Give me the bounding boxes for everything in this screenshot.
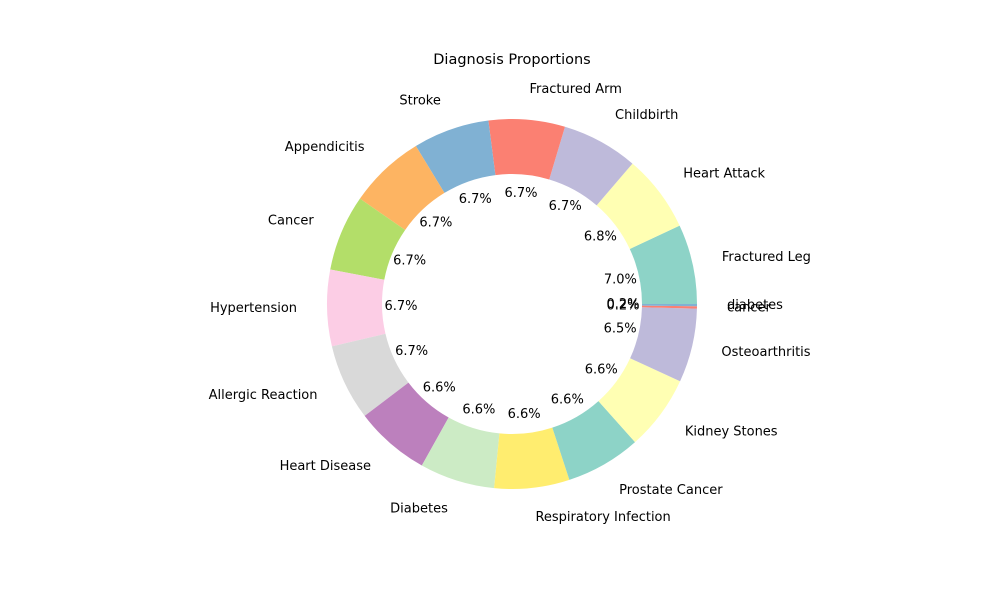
slice-kidney-stones-13 — [598, 358, 681, 443]
pct-label-fractured-arm-3: 6.7% — [504, 186, 537, 201]
slice-label-appendicitis-5: Appendicitis — [285, 140, 365, 155]
slice-label-prostate-cancer-12: Prostate Cancer — [619, 483, 723, 498]
slice-heart-disease-9 — [364, 382, 449, 466]
pct-label-heart-attack-1: 6.8% — [584, 229, 617, 244]
slice-label-kidney-stones-13: Kidney Stones — [685, 424, 778, 439]
chart-title: Diagnosis Proportions — [433, 52, 590, 68]
slice-label-heart-disease-9: Heart Disease — [280, 459, 371, 474]
pct-label-stroke-4: 6.7% — [459, 192, 492, 207]
slice-label-hypertension-7: Hypertension — [210, 301, 297, 316]
slice-allergic-reaction-8 — [331, 333, 409, 416]
pct-label-allergic-reaction-8: 6.7% — [395, 344, 428, 359]
pct-label-cancer-6: 6.7% — [393, 254, 426, 269]
slice-label-diabetes-10: Diabetes — [390, 502, 448, 517]
pct-label-hypertension-7: 6.7% — [385, 299, 418, 314]
slice-prostate-cancer-12 — [552, 401, 636, 480]
percent-labels: 7.0%6.8%6.7%6.7%6.7%6.7%6.7%6.7%6.7%6.6%… — [385, 186, 640, 422]
slice-fractured-leg-0 — [629, 225, 697, 304]
slice-label-respiratory-infection-11: Respiratory Infection — [535, 510, 670, 525]
slice-label-heart-attack-1: Heart Attack — [683, 166, 765, 181]
slice-heart-attack-1 — [596, 163, 680, 249]
slice-label-cancer-6: Cancer — [268, 213, 314, 228]
pct-label-fractured-leg-0: 7.0% — [604, 272, 637, 287]
slice-label-fractured-leg-0: Fractured Leg — [722, 250, 811, 265]
pct-label-cancer-15: 0.2% — [606, 299, 639, 314]
pct-label-diabetes-10: 6.6% — [462, 402, 495, 417]
slice-cancer-15 — [641, 305, 697, 309]
slice-label-allergic-reaction-8: Allergic Reaction — [209, 388, 318, 403]
slice-appendicitis-5 — [359, 145, 445, 230]
slice-stroke-4 — [415, 120, 496, 193]
pct-label-prostate-cancer-12: 6.6% — [551, 393, 584, 408]
pct-label-kidney-stones-13: 6.6% — [585, 363, 618, 378]
pct-label-appendicitis-5: 6.7% — [419, 216, 452, 231]
slice-hypertension-7 — [327, 269, 386, 347]
pct-label-childbirth-2: 6.7% — [549, 199, 582, 214]
pct-label-osteoarthritis-14: 6.5% — [604, 322, 637, 337]
slice-osteoarthritis-14 — [630, 307, 697, 382]
pct-label-respiratory-infection-11: 6.6% — [508, 407, 541, 422]
slice-label-fractured-arm-3: Fractured Arm — [529, 82, 621, 97]
slice-label-osteoarthritis-14: Osteoarthritis — [721, 345, 810, 360]
slice-label-cancer-15: cancer — [727, 301, 771, 316]
slice-label-stroke-4: Stroke — [399, 94, 440, 109]
slice-cancer-6 — [330, 198, 406, 280]
slice-diabetes-10 — [421, 417, 500, 489]
slice-childbirth-2 — [549, 126, 633, 206]
slice-label-childbirth-2: Childbirth — [615, 108, 678, 123]
donut-slices — [327, 119, 697, 489]
slice-diabetes-16 — [641, 304, 697, 307]
slice-fractured-arm-3 — [488, 119, 565, 180]
pct-label-diabetes-16: 0.2% — [606, 297, 639, 312]
slice-respiratory-infection-11 — [494, 427, 570, 489]
pct-label-heart-disease-9: 6.6% — [423, 380, 456, 395]
slice-labels: Fractured Leg Heart Attack Childbirth Fract… — [209, 82, 811, 525]
slice-label-diabetes-16: diabetes — [727, 298, 783, 313]
